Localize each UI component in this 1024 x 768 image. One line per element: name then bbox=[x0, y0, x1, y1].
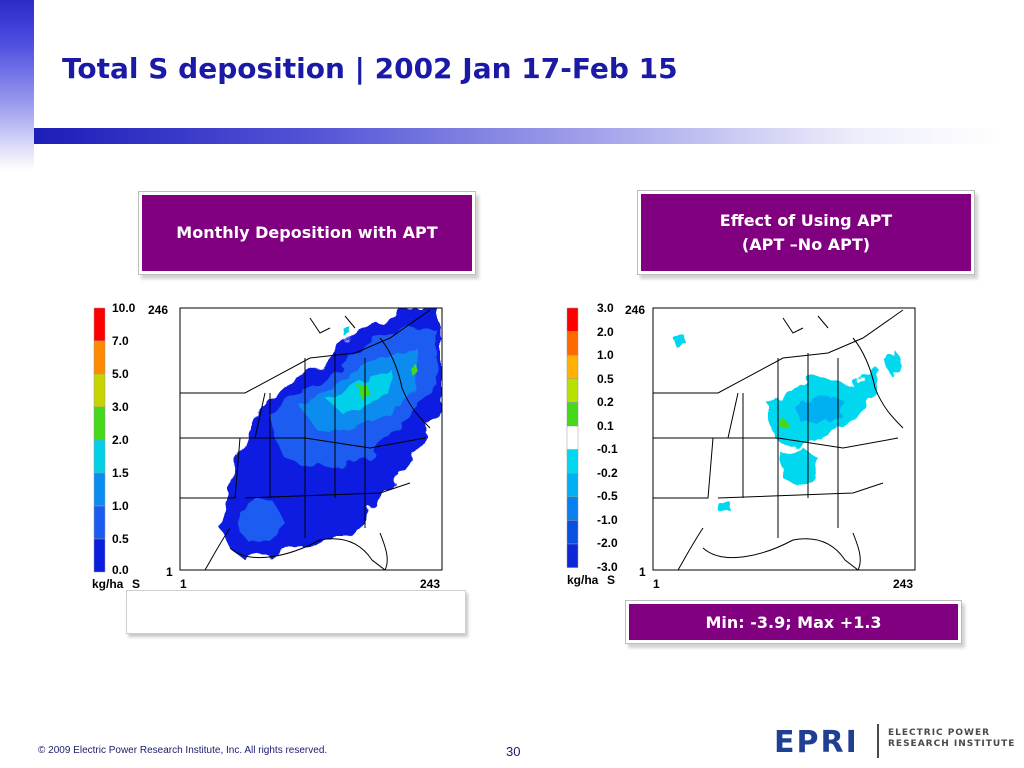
legend-swatch bbox=[566, 402, 579, 427]
legend-label-5: 1.5 bbox=[112, 466, 129, 480]
grid-left-label: 1 bbox=[653, 577, 660, 591]
logo-line-2: RESEARCH INSTITUTE bbox=[888, 739, 1016, 749]
left-map-frame bbox=[179, 307, 443, 571]
legend-label-4: 0.2 bbox=[597, 395, 614, 409]
legend-swatch bbox=[566, 307, 579, 332]
legend-label-4: 2.0 bbox=[112, 433, 129, 447]
left-map-field bbox=[220, 308, 440, 560]
unit-label: kg/ha bbox=[92, 577, 124, 591]
legend-label-2: 5.0 bbox=[112, 367, 129, 381]
right-legend: 3.0 2.0 1.0 0.5 0.2 0.1 -0.1 -0.2 -0.5 -… bbox=[566, 301, 618, 574]
logo-wordmark: EPRI bbox=[774, 725, 859, 760]
logo-line-1: ELECTRIC POWER bbox=[888, 728, 991, 738]
legend-label-7: -0.2 bbox=[597, 466, 618, 480]
grid-top-label: 246 bbox=[148, 303, 168, 317]
right-map-frame bbox=[652, 307, 916, 571]
legend-swatch bbox=[93, 505, 106, 540]
legend-label-6: -0.1 bbox=[597, 442, 618, 456]
legend-swatch bbox=[566, 425, 579, 450]
left-panel-header: Monthly Deposition with APT bbox=[142, 195, 472, 271]
right-map-field bbox=[673, 334, 903, 512]
legend-swatch bbox=[93, 439, 106, 474]
legend-swatch bbox=[93, 406, 106, 441]
grid-left-label: 1 bbox=[180, 577, 187, 591]
left-deposition-map: 10.0 7.0 5.0 3.0 2.0 1.5 1.0 0.5 0.0 kg/… bbox=[92, 301, 443, 591]
right-panel-header: Effect of Using APT (APT –No APT) bbox=[641, 194, 971, 271]
grid-right-label: 243 bbox=[893, 577, 913, 591]
logo-text: ELECTRIC POWER RESEARCH INSTITUTE bbox=[888, 728, 1015, 750]
legend-swatch bbox=[566, 354, 579, 380]
right-panel-header-line2: (APT –No APT) bbox=[741, 234, 871, 254]
legend-label-2: 1.0 bbox=[597, 348, 614, 362]
legend-label-9: -1.0 bbox=[597, 513, 618, 527]
epri-wordmark: EPRI bbox=[774, 724, 879, 760]
copyright-notice: © 2009 Electric Power Research Institute… bbox=[38, 745, 328, 756]
slide-title: Total S deposition | 2002 Jan 17-Feb 15 bbox=[62, 52, 678, 85]
left-legend: 10.0 7.0 5.0 3.0 2.0 1.5 1.0 0.5 0.0 bbox=[93, 301, 136, 577]
left-legend-swatches bbox=[93, 307, 106, 573]
legend-swatch bbox=[566, 520, 579, 545]
legend-label-10: -2.0 bbox=[597, 536, 618, 550]
right-map-boundaries bbox=[653, 309, 904, 570]
legend-swatch bbox=[566, 449, 579, 474]
species-label: S bbox=[607, 573, 615, 587]
legend-label-1: 2.0 bbox=[597, 325, 614, 339]
legend-swatch bbox=[93, 538, 106, 573]
legend-label-8: 0.0 bbox=[112, 563, 129, 577]
legend-swatch bbox=[93, 340, 106, 375]
legend-label-0: 3.0 bbox=[597, 301, 614, 315]
grid-bottom-label: 1 bbox=[166, 565, 173, 579]
legend-swatch bbox=[566, 378, 579, 403]
legend-swatch bbox=[93, 307, 106, 342]
grid-right-label: 243 bbox=[420, 577, 440, 591]
page-number: 30 bbox=[506, 744, 521, 759]
grid-bottom-label: 1 bbox=[639, 565, 646, 579]
legend-swatch bbox=[93, 472, 106, 507]
legend-label-5: 0.1 bbox=[597, 419, 614, 433]
legend-swatch bbox=[93, 373, 106, 408]
legend-label-3: 3.0 bbox=[112, 400, 129, 414]
species-label: S bbox=[132, 577, 140, 591]
legend-label-8: -0.5 bbox=[597, 489, 618, 503]
legend-label-11: -3.0 bbox=[597, 560, 618, 574]
title-underline-bar bbox=[34, 128, 1004, 144]
grid-top-label: 246 bbox=[625, 303, 645, 317]
right-panel-header-line1: Effect of Using APT bbox=[719, 210, 893, 230]
legend-label-1: 7.0 bbox=[112, 334, 129, 348]
min-max-text: Min: -3.9; Max +1.3 bbox=[705, 612, 882, 632]
right-difference-map: 3.0 2.0 1.0 0.5 0.2 0.1 -0.1 -0.2 -0.5 -… bbox=[566, 301, 916, 591]
unit-label: kg/ha bbox=[567, 573, 599, 587]
legend-swatch bbox=[566, 543, 579, 568]
legend-label-7: 0.5 bbox=[112, 532, 129, 546]
legend-label-0: 10.0 bbox=[112, 301, 136, 315]
legend-label-3: 0.5 bbox=[597, 372, 614, 386]
legend-label-6: 1.0 bbox=[112, 499, 129, 513]
legend-swatch bbox=[566, 496, 579, 521]
legend-swatch bbox=[566, 331, 579, 356]
left-map-boundaries bbox=[180, 309, 431, 570]
left-caption-box bbox=[126, 590, 466, 634]
left-panel-header-text: Monthly Deposition with APT bbox=[176, 223, 438, 242]
right-legend-swatches bbox=[566, 307, 579, 568]
left-accent-bar bbox=[0, 0, 34, 170]
legend-swatch bbox=[566, 472, 579, 498]
min-max-box: Min: -3.9; Max +1.3 bbox=[629, 604, 958, 640]
